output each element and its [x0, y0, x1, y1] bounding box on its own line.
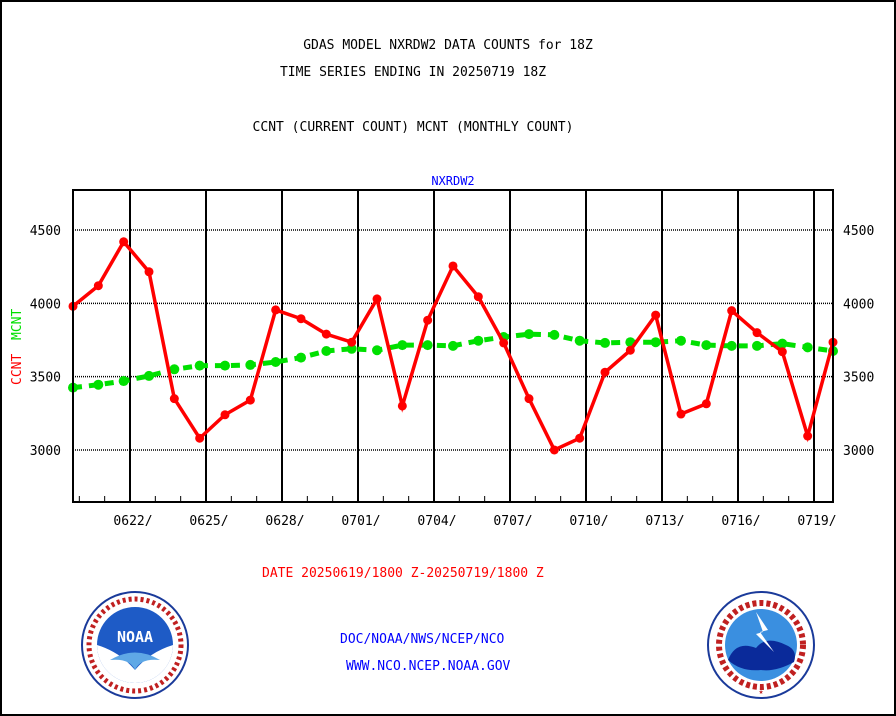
data-point-mcnt [549, 329, 560, 340]
data-point-ccnt [220, 410, 230, 420]
website-link[interactable]: WWW.NCO.NCEP.NOAA.GOV [346, 659, 511, 674]
data-point-mcnt [372, 345, 382, 356]
data-point-mcnt [321, 345, 332, 356]
data-point-mcnt [144, 370, 154, 381]
data-point-mcnt [524, 329, 534, 340]
data-point-ccnt [803, 431, 813, 441]
panel-title: NXRDW2 [431, 174, 474, 188]
data-point-ccnt [549, 445, 559, 455]
y-tick-label-left: 3000 [30, 444, 61, 459]
data-point-ccnt [423, 315, 433, 325]
data-point-mcnt [676, 335, 686, 346]
y-tick-label-left: 4500 [30, 224, 61, 239]
data-point-ccnt [473, 292, 483, 302]
data-point-mcnt [220, 360, 230, 371]
x-tick-label: 0719/ [797, 514, 836, 529]
x-tick-label: 0713/ [645, 514, 684, 529]
data-point-ccnt [676, 409, 686, 419]
data-point-ccnt [271, 305, 281, 315]
data-point-mcnt [448, 340, 458, 351]
data-point-mcnt [245, 359, 256, 370]
plot-frame [72, 189, 834, 503]
data-point-ccnt [245, 395, 255, 405]
data-point-ccnt [144, 267, 154, 277]
data-point-mcnt [118, 376, 129, 387]
data-point-ccnt [296, 314, 306, 324]
org-path-link[interactable]: DOC/NOAA/NWS/NCEP/NCO [340, 632, 505, 647]
data-point-ccnt [499, 338, 509, 348]
y-tick-label-right: 3500 [843, 371, 874, 386]
y-tick-label-right: 4500 [843, 224, 874, 239]
data-point-ccnt [600, 367, 610, 377]
x-tick-label: 0628/ [265, 514, 304, 529]
subtitle: CCNT (CURRENT COUNT) MCNT (MONTHLY COUNT… [252, 120, 574, 135]
x-tick-label: 0707/ [493, 514, 532, 529]
x-tick-label: 0704/ [417, 514, 456, 529]
y-tick-label-left: 4000 [30, 297, 61, 312]
y-tick-label-right: 3000 [843, 444, 874, 459]
data-point-ccnt [397, 401, 407, 411]
title-line-1: GDAS MODEL NXRDW2 DATA COUNTS for 18Z [303, 38, 593, 53]
x-tick-label: 0625/ [189, 514, 228, 529]
y-tick-label-right: 4000 [843, 297, 874, 312]
data-point-mcnt [397, 340, 408, 351]
svg-text:★: ★ [759, 687, 764, 696]
x-tick-label: 0622/ [113, 514, 152, 529]
data-point-mcnt [752, 340, 762, 351]
data-point-mcnt [600, 337, 610, 348]
data-point-mcnt [194, 360, 205, 371]
data-point-ccnt [195, 433, 205, 443]
data-point-mcnt [802, 342, 813, 353]
data-point-mcnt [270, 356, 281, 367]
data-point-ccnt [727, 306, 737, 316]
data-point-mcnt [777, 338, 788, 349]
data-point-ccnt [119, 237, 129, 247]
data-point-ccnt [625, 345, 635, 355]
data-point-ccnt [752, 328, 762, 338]
data-point-ccnt [347, 337, 357, 347]
data-point-ccnt [651, 310, 661, 320]
date-range-label: DATE 20250619/1800 Z-20250719/1800 Z [262, 566, 544, 581]
data-point-ccnt [93, 281, 103, 291]
y-tick-label-left: 3500 [30, 371, 61, 386]
data-point-ccnt [169, 394, 179, 404]
data-point-mcnt [296, 352, 306, 363]
data-point-mcnt [701, 340, 712, 351]
data-point-mcnt [650, 337, 661, 348]
noaa-logo: NOAA [81, 591, 189, 699]
x-tick-label: 0710/ [569, 514, 608, 529]
data-point-ccnt [372, 294, 382, 304]
data-point-mcnt [726, 340, 737, 351]
ylabel-ccnt: CCNT [10, 354, 25, 385]
svg-text:NOAA: NOAA [117, 628, 153, 646]
data-point-mcnt [169, 364, 180, 375]
data-point-ccnt [321, 329, 331, 339]
data-point-ccnt [575, 433, 585, 443]
data-point-mcnt [422, 340, 433, 351]
data-point-ccnt [448, 261, 458, 271]
data-point-ccnt [701, 399, 711, 409]
data-point-mcnt [473, 335, 484, 346]
nws-logo: ★ [707, 591, 815, 699]
data-point-mcnt [574, 335, 585, 346]
data-point-mcnt [93, 379, 104, 390]
data-point-ccnt [524, 394, 534, 404]
data-point-mcnt [346, 343, 357, 354]
x-tick-label: 0701/ [341, 514, 380, 529]
x-tick-label: 0716/ [721, 514, 760, 529]
title-line-2: TIME SERIES ENDING IN 20250719 18Z [279, 65, 547, 80]
ylabel-mcnt: MCNT [10, 309, 25, 340]
data-point-ccnt [777, 347, 787, 357]
